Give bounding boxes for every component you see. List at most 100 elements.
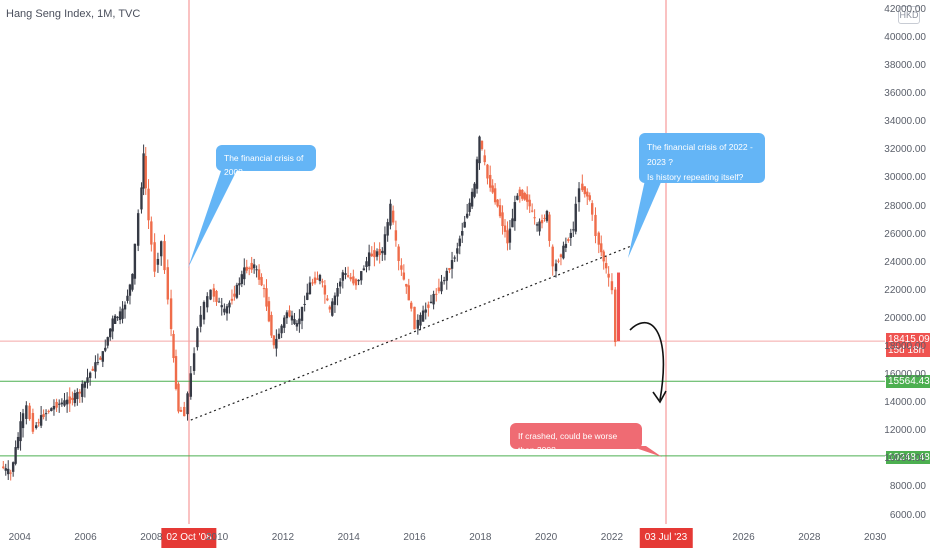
candle-body-85 <box>233 293 236 297</box>
candle-body-61 <box>163 241 166 271</box>
callout-2022-crisis[interactable]: The financial crisis of 2022 - 2023 ? Is… <box>639 133 765 183</box>
y-tick-label: 12000.00 <box>884 425 926 437</box>
y-tick-label: 30000.00 <box>884 172 926 184</box>
candle-body-32 <box>86 377 89 383</box>
x-tick-label: 2030 <box>864 532 887 543</box>
y-tick-label: 10000.00 <box>884 453 926 465</box>
candle-body-150 <box>400 265 403 270</box>
candle-body-141 <box>375 251 379 257</box>
callout-crash-pointer <box>630 446 662 457</box>
support-tag-1: 15564.43 <box>886 375 930 388</box>
callout-2022-line-2: Is history repeating itself? <box>647 172 744 182</box>
candle-body-144 <box>383 234 387 255</box>
candle-body-209 <box>551 246 554 267</box>
candle-body-90 <box>245 266 248 271</box>
candle-body-194 <box>513 202 517 222</box>
x-tick-label: 2028 <box>798 532 821 543</box>
candle-body-65 <box>174 356 178 389</box>
candle-body-74 <box>202 302 206 320</box>
currency-badge[interactable]: HKD <box>898 6 920 24</box>
candle-body-36 <box>96 362 100 364</box>
candle-body-109 <box>293 319 296 324</box>
candle-body-112 <box>300 306 304 321</box>
candle-body-215 <box>567 239 570 241</box>
y-tick-label: 32000.00 <box>884 144 926 156</box>
candle-body-165 <box>440 281 443 292</box>
candle-body-151 <box>402 272 406 280</box>
candle-body-164 <box>437 287 441 292</box>
candle-body-179 <box>475 159 479 189</box>
candle-body-199 <box>526 194 529 202</box>
candle-body-0 <box>2 466 5 469</box>
candle-body-190 <box>503 225 507 232</box>
candle-body-70 <box>189 373 193 397</box>
candle-body-203 <box>535 224 539 226</box>
candle-body-131 <box>349 277 352 280</box>
candle-body-2 <box>7 468 10 475</box>
candle-body-124 <box>331 301 334 316</box>
candle-body-30 <box>81 383 84 397</box>
candle-body-134 <box>357 279 360 282</box>
callout-crash-warning[interactable]: If crashed, could be worse than 2008. <box>510 423 642 455</box>
candle-body-184 <box>489 174 492 188</box>
candle-body-162 <box>432 293 435 305</box>
candle-body-95 <box>257 269 261 280</box>
candle-body-29 <box>78 391 81 394</box>
y-tick-label: 20000.00 <box>884 312 926 324</box>
x-tick-label: 2012 <box>271 532 295 543</box>
candle-body-142 <box>378 249 381 256</box>
candle-body-37 <box>99 357 102 360</box>
candle-body-192 <box>508 228 512 243</box>
candle-body-102 <box>275 338 278 349</box>
last-price-tag: 18415.09 15d 18h <box>886 333 930 357</box>
candle-body-187 <box>496 199 499 207</box>
y-tick-label: 16000.00 <box>884 369 926 381</box>
date-marker-2008[interactable]: 02 Oct '08 <box>161 528 217 548</box>
candle-body-47 <box>123 304 127 310</box>
candle-body-136 <box>362 268 366 271</box>
candle-body-18 <box>50 408 53 411</box>
candle-body-73 <box>199 314 202 327</box>
candle-body-207 <box>545 210 549 221</box>
candle-body-132 <box>352 276 355 284</box>
candle-body-127 <box>338 281 342 287</box>
candle-body-228 <box>602 251 605 262</box>
candle-body-154 <box>410 302 413 309</box>
candle-body-206 <box>543 217 546 219</box>
y-tick-label: 26000.00 <box>884 228 926 240</box>
date-marker-2023[interactable]: 03 Jul '23 <box>639 528 693 548</box>
candle-body-121 <box>323 285 327 295</box>
candle-body-4 <box>11 462 15 472</box>
candle-body-98 <box>265 288 268 307</box>
candle-body-177 <box>470 191 474 207</box>
candle-body-222 <box>586 191 589 197</box>
candle-body-196 <box>518 189 522 197</box>
candle-body-152 <box>405 283 408 287</box>
candle-body-111 <box>298 318 301 325</box>
callout-2008-crisis[interactable]: The financial crisis of 2008 <box>216 145 316 177</box>
candle-body-115 <box>308 282 312 295</box>
callout-2008-pointer <box>188 168 238 268</box>
trendline <box>190 245 632 421</box>
candle-body-183 <box>486 164 489 179</box>
candle-body-3 <box>9 472 12 474</box>
candle-body-110 <box>295 323 299 327</box>
candle-body-107 <box>288 310 291 317</box>
candle-body-232 <box>614 289 617 342</box>
countdown-value: 15d 18h <box>888 345 925 356</box>
support-tag-2: 10248.48 <box>886 451 930 464</box>
candle-body-83 <box>228 302 231 308</box>
candle-body-28 <box>76 392 79 400</box>
candle-body-42 <box>111 318 114 332</box>
candle-body-12 <box>34 425 38 428</box>
candle-body-106 <box>285 312 289 319</box>
candle-body-7 <box>19 421 22 442</box>
candle-body-52 <box>136 213 140 246</box>
candle-body-143 <box>381 250 384 254</box>
y-tick-label: 42000.00 <box>884 3 926 15</box>
callout-2022-pointer <box>628 180 662 258</box>
x-tick-label: 2006 <box>74 532 97 543</box>
candle-body-99 <box>267 301 271 322</box>
